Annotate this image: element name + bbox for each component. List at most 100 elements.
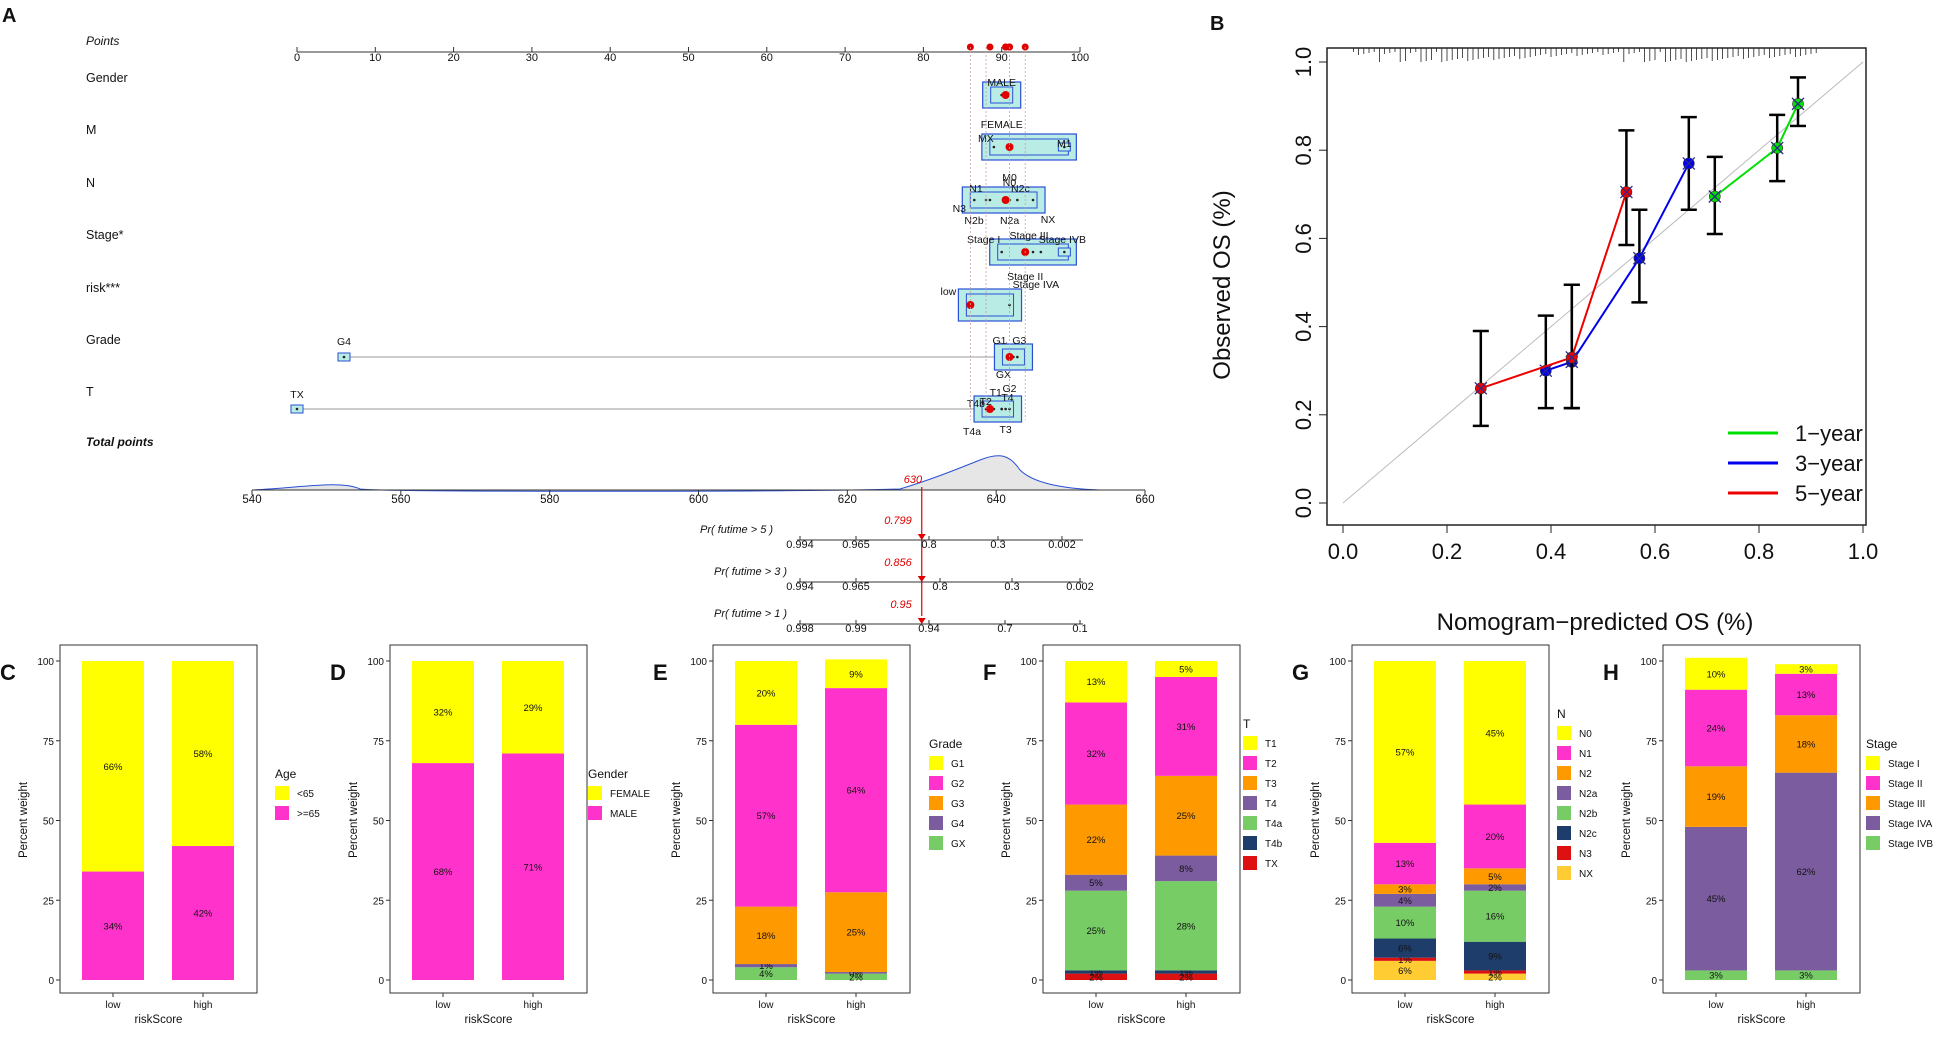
- level-label: M1: [1057, 138, 1072, 150]
- distribution-inner-box: [1001, 348, 1025, 366]
- total-tick-label: 640: [987, 494, 1006, 506]
- legend-label: <65: [297, 789, 314, 800]
- observed-dot: [985, 405, 994, 413]
- bar-segment: [1374, 906, 1436, 939]
- points-tick-label: 30: [526, 52, 538, 64]
- legend-swatch: [1243, 816, 1257, 830]
- data-point-cross: [1791, 97, 1805, 111]
- bar-segment: [1155, 970, 1217, 974]
- panel-letter: G: [1292, 660, 1309, 685]
- prob-arrow: [917, 576, 926, 582]
- bar-segment: [1464, 884, 1526, 891]
- level-point: [988, 198, 992, 202]
- legend-label: T4: [1265, 799, 1277, 810]
- bar-segment-label: 28%: [1176, 921, 1196, 932]
- level-label: GX: [996, 369, 1011, 381]
- bar-segment: [825, 688, 887, 893]
- bar-segment-label: 5%: [1089, 878, 1103, 889]
- bar-segment: [1464, 661, 1526, 805]
- x-tick-label: high: [847, 1000, 866, 1011]
- legend-label: TX: [1265, 859, 1278, 870]
- legend-label: N2c: [1579, 829, 1597, 840]
- bar-segment: [1464, 868, 1526, 885]
- bar-segment: [172, 661, 234, 847]
- y-tick-label: 0.2: [1291, 400, 1316, 431]
- level-label: T3: [999, 424, 1011, 436]
- bar-segment-label: 1%: [759, 961, 773, 972]
- legend-label: MALE: [610, 809, 638, 820]
- data-point-cross: [1474, 381, 1488, 395]
- legend-label: G2: [951, 779, 965, 790]
- bar-segment-label: 13%: [1395, 859, 1415, 870]
- legend-title: Gender: [588, 767, 628, 781]
- x-tick-label: high: [1797, 1000, 1816, 1011]
- x-tick-label: high: [524, 1000, 543, 1011]
- y-tick-label: 50: [1335, 817, 1347, 828]
- x-tick-label: low: [435, 1000, 451, 1011]
- bar-segment-label: 3%: [1709, 971, 1723, 982]
- prob-arrow: [917, 534, 926, 540]
- prob-tick-label: 0.8: [932, 581, 947, 593]
- level-label: low: [940, 286, 956, 298]
- prob-tick-label: 0.994: [786, 539, 814, 551]
- legend-swatch: [1866, 756, 1880, 770]
- stacked-bar-panel: D 0 25 50 75 100 Percent weight low 68% 32% high 71…: [330, 644, 650, 1026]
- bar-segment: [825, 972, 887, 974]
- level-point: [1000, 250, 1003, 254]
- legend-label: 1−year: [1795, 421, 1863, 446]
- bar-segment-label: 32%: [1086, 749, 1106, 760]
- level-label: Stage IVA: [1013, 279, 1060, 291]
- legend-swatch: [929, 836, 943, 850]
- y-tick-label: 0: [701, 976, 707, 987]
- bar-segment: [1685, 657, 1747, 690]
- y-axis-label: Percent weight: [1621, 781, 1633, 858]
- bar-segment-label: 4%: [759, 969, 773, 980]
- bar-segment: [412, 763, 474, 980]
- x-tick-label: high: [194, 1000, 213, 1011]
- x-tick-label: low: [1088, 1000, 1104, 1011]
- bar-segment-label: 1%: [1488, 968, 1502, 979]
- level-label: Stage I: [967, 234, 1000, 246]
- y-tick-label: 75: [1026, 737, 1038, 748]
- variable-label: M: [86, 123, 96, 137]
- bar-segment: [735, 964, 797, 968]
- legend-swatch: [1243, 776, 1257, 790]
- y-tick-label: 100: [1020, 657, 1037, 668]
- bar-segment: [1775, 715, 1837, 773]
- bar-segment-label: 58%: [193, 749, 213, 760]
- bar-segment: [412, 661, 474, 764]
- y-axis-label: Percent weight: [671, 781, 683, 858]
- y-tick-label: 75: [43, 737, 55, 748]
- bar-segment: [1065, 661, 1127, 703]
- bar-segment-label: 13%: [1796, 690, 1816, 701]
- y-tick-label: 0.6: [1291, 223, 1316, 254]
- bar-segment-label: 0%: [849, 968, 863, 979]
- bar-segment: [735, 724, 797, 907]
- bar-segment: [1685, 970, 1747, 980]
- data-point-cross: [1619, 185, 1633, 199]
- legend-label: Stage III: [1888, 799, 1925, 810]
- stacked-bar-panel: C 0 25 50 75 100 Percent weight low 34% 66% high 42…: [0, 644, 320, 1026]
- y-axis-label: Percent weight: [18, 781, 30, 858]
- variable-label: Stage*: [86, 228, 124, 242]
- y-tick-label: 0: [48, 976, 54, 987]
- total-tick-label: 600: [689, 494, 708, 506]
- y-tick-label: 50: [373, 817, 385, 828]
- panel-letter: A: [2, 5, 16, 27]
- legend-title: Stage: [1866, 737, 1898, 751]
- variable-label: risk***: [86, 281, 120, 295]
- bar-segment-label: 5%: [1179, 664, 1193, 675]
- level-label: N2b: [964, 215, 983, 227]
- legend-label: Stage II: [1888, 779, 1922, 790]
- level-label: T1: [990, 387, 1002, 399]
- y-tick-label: 50: [1026, 817, 1038, 828]
- x-tick-label: 0.2: [1432, 539, 1463, 564]
- prob-tick-label: 0.3: [990, 539, 1005, 551]
- bar-segment: [1464, 941, 1526, 971]
- points-tick-label: 10: [369, 52, 381, 64]
- nomogram-panel: A Points 0 10 20 30 40 50 60 70 80 90 100 Gender MALE F…: [2, 5, 1155, 635]
- data-point-cross: [1682, 156, 1696, 170]
- level-label: T4a: [963, 426, 981, 438]
- prob-tick-label: 0.002: [1048, 539, 1076, 551]
- bar-segment: [1065, 874, 1127, 891]
